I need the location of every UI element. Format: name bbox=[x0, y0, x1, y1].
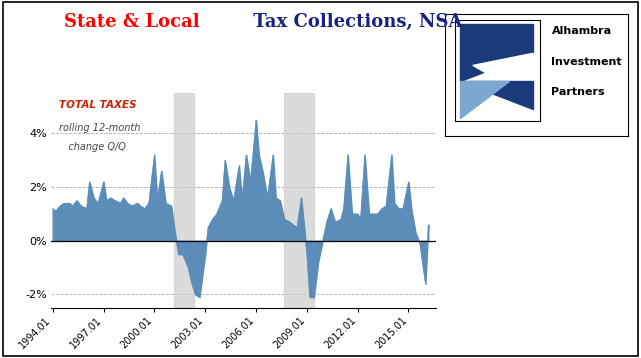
Text: State & Local: State & Local bbox=[64, 13, 200, 30]
Text: rolling 12-month: rolling 12-month bbox=[59, 123, 140, 133]
Polygon shape bbox=[460, 81, 533, 109]
Text: Investment: Investment bbox=[551, 57, 622, 67]
Text: TOTAL TAXES: TOTAL TAXES bbox=[59, 100, 137, 110]
Text: change Q/Q: change Q/Q bbox=[59, 142, 126, 153]
Polygon shape bbox=[460, 24, 533, 81]
Text: Partners: Partners bbox=[551, 87, 605, 97]
Polygon shape bbox=[460, 81, 510, 118]
Text: Tax Collections, NSA: Tax Collections, NSA bbox=[247, 13, 462, 30]
Bar bbox=[284, 93, 314, 308]
Bar bbox=[174, 93, 194, 308]
Polygon shape bbox=[473, 53, 533, 73]
Text: Alhambra: Alhambra bbox=[551, 26, 612, 37]
